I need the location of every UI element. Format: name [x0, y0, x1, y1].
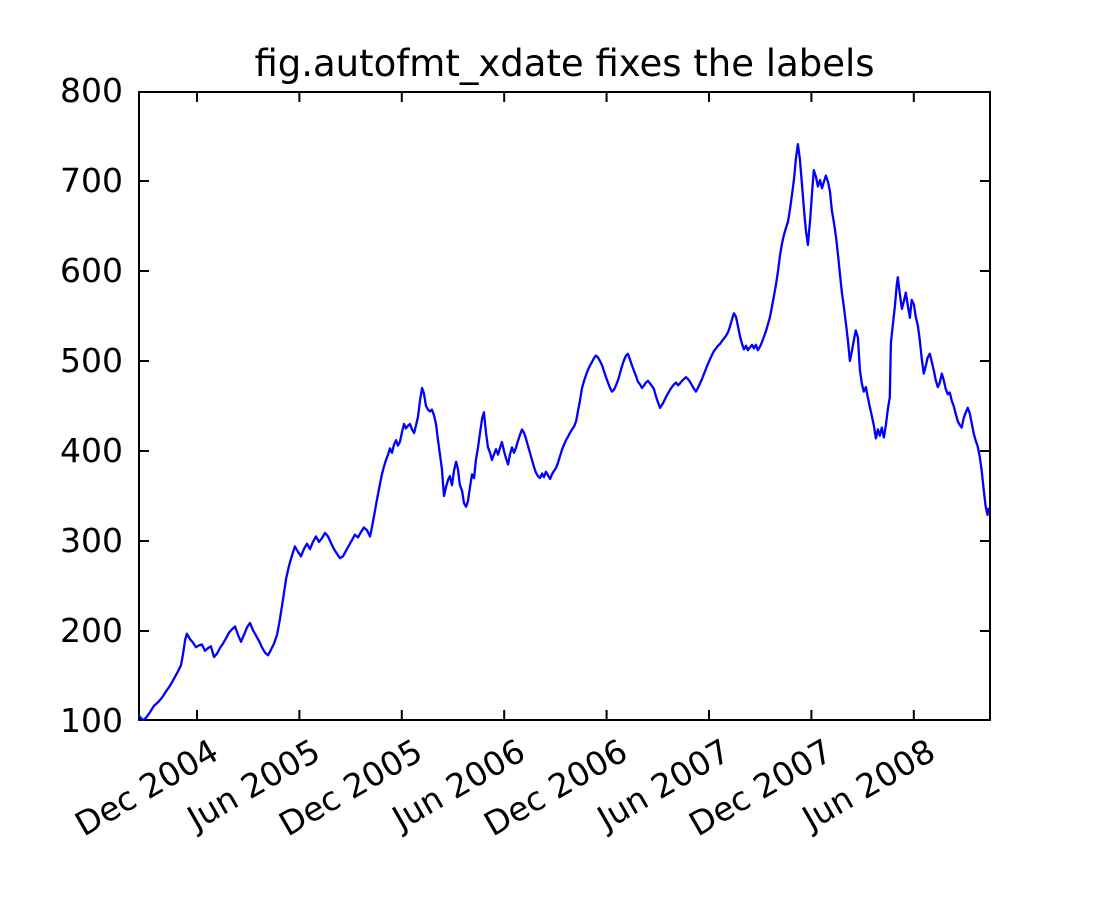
price-line	[138, 142, 990, 721]
y-tick-label: 500	[60, 341, 123, 380]
plot-area	[138, 91, 991, 721]
axes-spines	[138, 91, 991, 721]
y-tick-label: 800	[60, 71, 123, 110]
y-tick-label: 100	[60, 701, 123, 740]
y-tick-label: 700	[60, 161, 123, 200]
y-tick-label: 400	[60, 431, 123, 470]
chart-title: fig.autofmt_xdate fixes the labels	[254, 42, 875, 85]
y-tick-label: 200	[60, 611, 123, 650]
y-tick-label: 300	[60, 521, 123, 560]
y-tick-label: 600	[60, 251, 123, 290]
